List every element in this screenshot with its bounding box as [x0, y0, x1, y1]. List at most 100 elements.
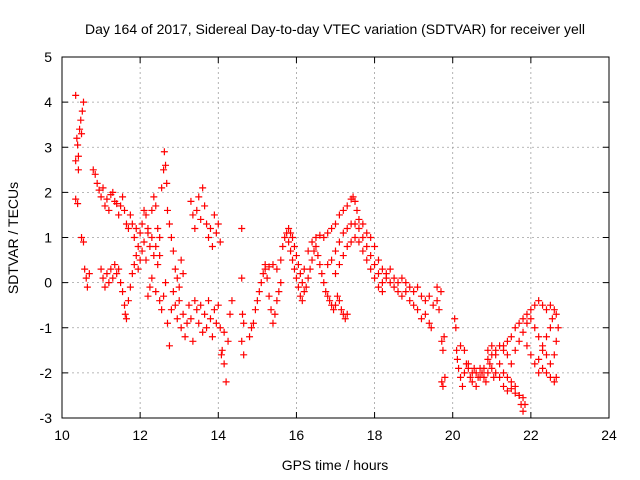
data-point	[339, 252, 347, 260]
data-point	[101, 202, 109, 210]
data-point	[371, 243, 379, 251]
data-point	[496, 360, 504, 368]
data-point	[519, 315, 527, 323]
data-point	[476, 373, 484, 381]
data-point	[154, 224, 162, 232]
data-point	[122, 315, 130, 323]
data-point	[353, 206, 361, 214]
data-point	[343, 243, 351, 251]
data-point	[124, 297, 132, 305]
data-point	[103, 270, 111, 278]
data-point	[287, 229, 295, 237]
data-point	[214, 220, 222, 228]
data-point	[457, 373, 465, 381]
data-point	[292, 252, 300, 260]
data-point	[550, 378, 558, 386]
data-point	[271, 310, 279, 318]
data-point	[320, 234, 328, 241]
data-point	[294, 283, 302, 291]
data-point	[472, 382, 480, 390]
data-point	[99, 274, 107, 282]
data-point	[267, 306, 275, 314]
data-point	[550, 306, 558, 314]
data-point	[503, 351, 511, 359]
data-point	[539, 346, 547, 354]
data-point	[255, 288, 263, 296]
data-point	[371, 274, 379, 282]
data-point	[136, 256, 144, 264]
data-point	[191, 224, 199, 232]
data-point	[195, 193, 203, 201]
data-point	[285, 238, 293, 246]
data-point	[134, 243, 142, 251]
data-point	[496, 373, 504, 381]
data-point	[523, 319, 531, 327]
data-point	[406, 297, 414, 305]
data-point	[455, 364, 463, 372]
data-point	[169, 288, 177, 296]
data-point	[417, 315, 425, 323]
data-point	[217, 351, 225, 359]
data-point	[414, 306, 422, 314]
data-point	[136, 229, 144, 237]
data-point	[333, 292, 341, 300]
data-point	[152, 243, 160, 251]
data-point	[163, 206, 171, 214]
data-point	[74, 141, 82, 149]
data-point	[239, 310, 247, 318]
data-point	[335, 261, 343, 269]
data-point	[425, 292, 433, 300]
data-point	[304, 274, 312, 282]
data-point	[257, 279, 265, 287]
data-point	[421, 297, 429, 305]
data-point	[281, 234, 289, 241]
data-point	[121, 301, 129, 309]
data-point	[290, 243, 298, 251]
data-point	[173, 315, 181, 323]
data-point	[441, 373, 449, 381]
data-point	[488, 342, 496, 350]
data-point	[519, 407, 527, 415]
data-point	[240, 351, 248, 359]
data-point	[531, 301, 539, 309]
data-point	[451, 315, 459, 323]
data-point	[208, 243, 216, 251]
data-point	[402, 279, 410, 287]
data-point	[332, 270, 339, 278]
data-point	[421, 310, 429, 318]
data-point	[298, 279, 306, 287]
data-point	[507, 385, 515, 393]
x-tick-label: 20	[445, 427, 461, 443]
data-point	[552, 310, 560, 318]
data-point	[119, 288, 127, 296]
data-point	[121, 310, 129, 318]
data-point	[484, 369, 492, 377]
data-point	[500, 342, 508, 350]
data-point	[156, 297, 164, 305]
data-point	[247, 324, 255, 332]
y-tick-label: -2	[40, 365, 53, 381]
data-point	[386, 265, 394, 273]
data-point	[519, 394, 527, 402]
data-point	[531, 360, 539, 368]
data-point	[279, 243, 287, 251]
data-point	[490, 373, 498, 381]
data-point	[154, 261, 162, 269]
data-point	[128, 220, 136, 228]
data-point	[302, 283, 310, 291]
data-point	[210, 211, 218, 219]
data-point	[355, 238, 363, 246]
data-point	[527, 315, 535, 323]
data-point	[158, 306, 166, 314]
data-point	[222, 378, 230, 386]
data-point	[326, 297, 334, 305]
data-point	[511, 324, 519, 332]
data-point	[460, 369, 468, 377]
data-point	[199, 184, 207, 192]
plot-frame	[61, 56, 610, 419]
x-tick-label: 10	[54, 427, 70, 443]
data-point	[507, 333, 515, 341]
data-point	[160, 148, 168, 156]
x-axis-label: GPS time / hours	[282, 457, 389, 473]
data-point	[453, 355, 461, 363]
